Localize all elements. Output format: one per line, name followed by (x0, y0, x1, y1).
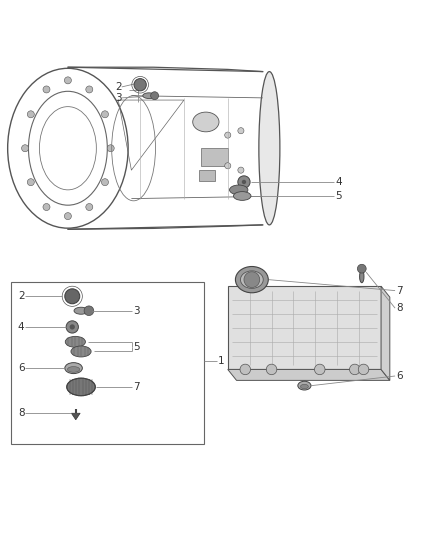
Ellipse shape (67, 367, 80, 372)
Circle shape (102, 111, 109, 118)
Circle shape (238, 128, 244, 134)
Circle shape (151, 92, 159, 100)
Polygon shape (381, 286, 390, 381)
Text: 5: 5 (134, 342, 140, 352)
Ellipse shape (67, 378, 95, 395)
Text: 8: 8 (18, 408, 25, 418)
Text: 4: 4 (335, 177, 342, 187)
Text: 3: 3 (134, 306, 140, 316)
Ellipse shape (71, 346, 91, 357)
Ellipse shape (298, 381, 311, 390)
Text: 6: 6 (18, 363, 25, 373)
Circle shape (43, 86, 50, 93)
Circle shape (225, 163, 231, 169)
Ellipse shape (143, 93, 155, 99)
Circle shape (27, 179, 34, 185)
Circle shape (266, 364, 277, 375)
Circle shape (357, 264, 366, 273)
Circle shape (314, 364, 325, 375)
Circle shape (64, 213, 71, 220)
Circle shape (70, 324, 75, 329)
Ellipse shape (235, 266, 268, 293)
Circle shape (86, 86, 93, 93)
Ellipse shape (230, 185, 248, 195)
Circle shape (66, 321, 78, 333)
Circle shape (238, 167, 244, 173)
Circle shape (43, 204, 50, 211)
Text: 3: 3 (115, 93, 122, 103)
Circle shape (107, 145, 114, 152)
Ellipse shape (360, 270, 364, 282)
Ellipse shape (259, 71, 280, 225)
Circle shape (134, 78, 146, 91)
Bar (199, 170, 215, 181)
Ellipse shape (300, 384, 308, 389)
Text: 7: 7 (396, 286, 403, 296)
Circle shape (358, 364, 369, 375)
Circle shape (84, 306, 94, 316)
Ellipse shape (240, 271, 263, 288)
Polygon shape (228, 369, 390, 381)
Ellipse shape (233, 191, 251, 200)
Circle shape (350, 364, 360, 375)
Text: 1: 1 (218, 356, 225, 366)
Circle shape (21, 145, 28, 152)
Circle shape (238, 176, 250, 188)
Circle shape (65, 289, 80, 304)
Ellipse shape (65, 362, 82, 374)
Text: 5: 5 (335, 190, 342, 200)
Text: 2: 2 (18, 291, 25, 301)
Text: 6: 6 (396, 371, 403, 381)
FancyBboxPatch shape (228, 286, 381, 369)
Text: 7: 7 (134, 382, 140, 392)
Circle shape (242, 180, 246, 184)
Text: 8: 8 (396, 303, 403, 313)
Bar (11, 282, 204, 444)
Circle shape (240, 364, 251, 375)
Circle shape (27, 111, 34, 118)
Circle shape (225, 132, 231, 138)
Circle shape (102, 179, 109, 185)
Ellipse shape (74, 307, 88, 314)
Ellipse shape (193, 112, 219, 132)
Circle shape (244, 272, 260, 287)
FancyBboxPatch shape (201, 148, 228, 166)
Circle shape (64, 77, 71, 84)
Ellipse shape (65, 336, 85, 348)
Text: 4: 4 (18, 322, 25, 332)
Polygon shape (71, 413, 80, 420)
Circle shape (86, 204, 93, 211)
Text: 2: 2 (115, 82, 122, 92)
